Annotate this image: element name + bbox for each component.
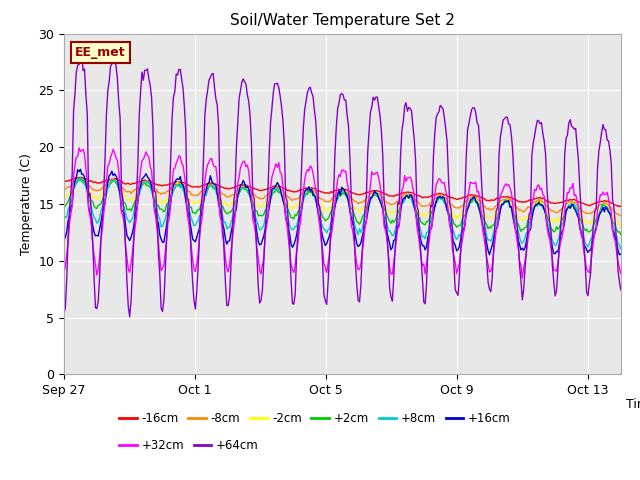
Y-axis label: Temperature (C): Temperature (C) <box>20 153 33 255</box>
Text: EE_met: EE_met <box>75 46 126 59</box>
Text: Time: Time <box>627 398 640 411</box>
Title: Soil/Water Temperature Set 2: Soil/Water Temperature Set 2 <box>230 13 455 28</box>
Legend: +32cm, +64cm: +32cm, +64cm <box>115 435 264 457</box>
